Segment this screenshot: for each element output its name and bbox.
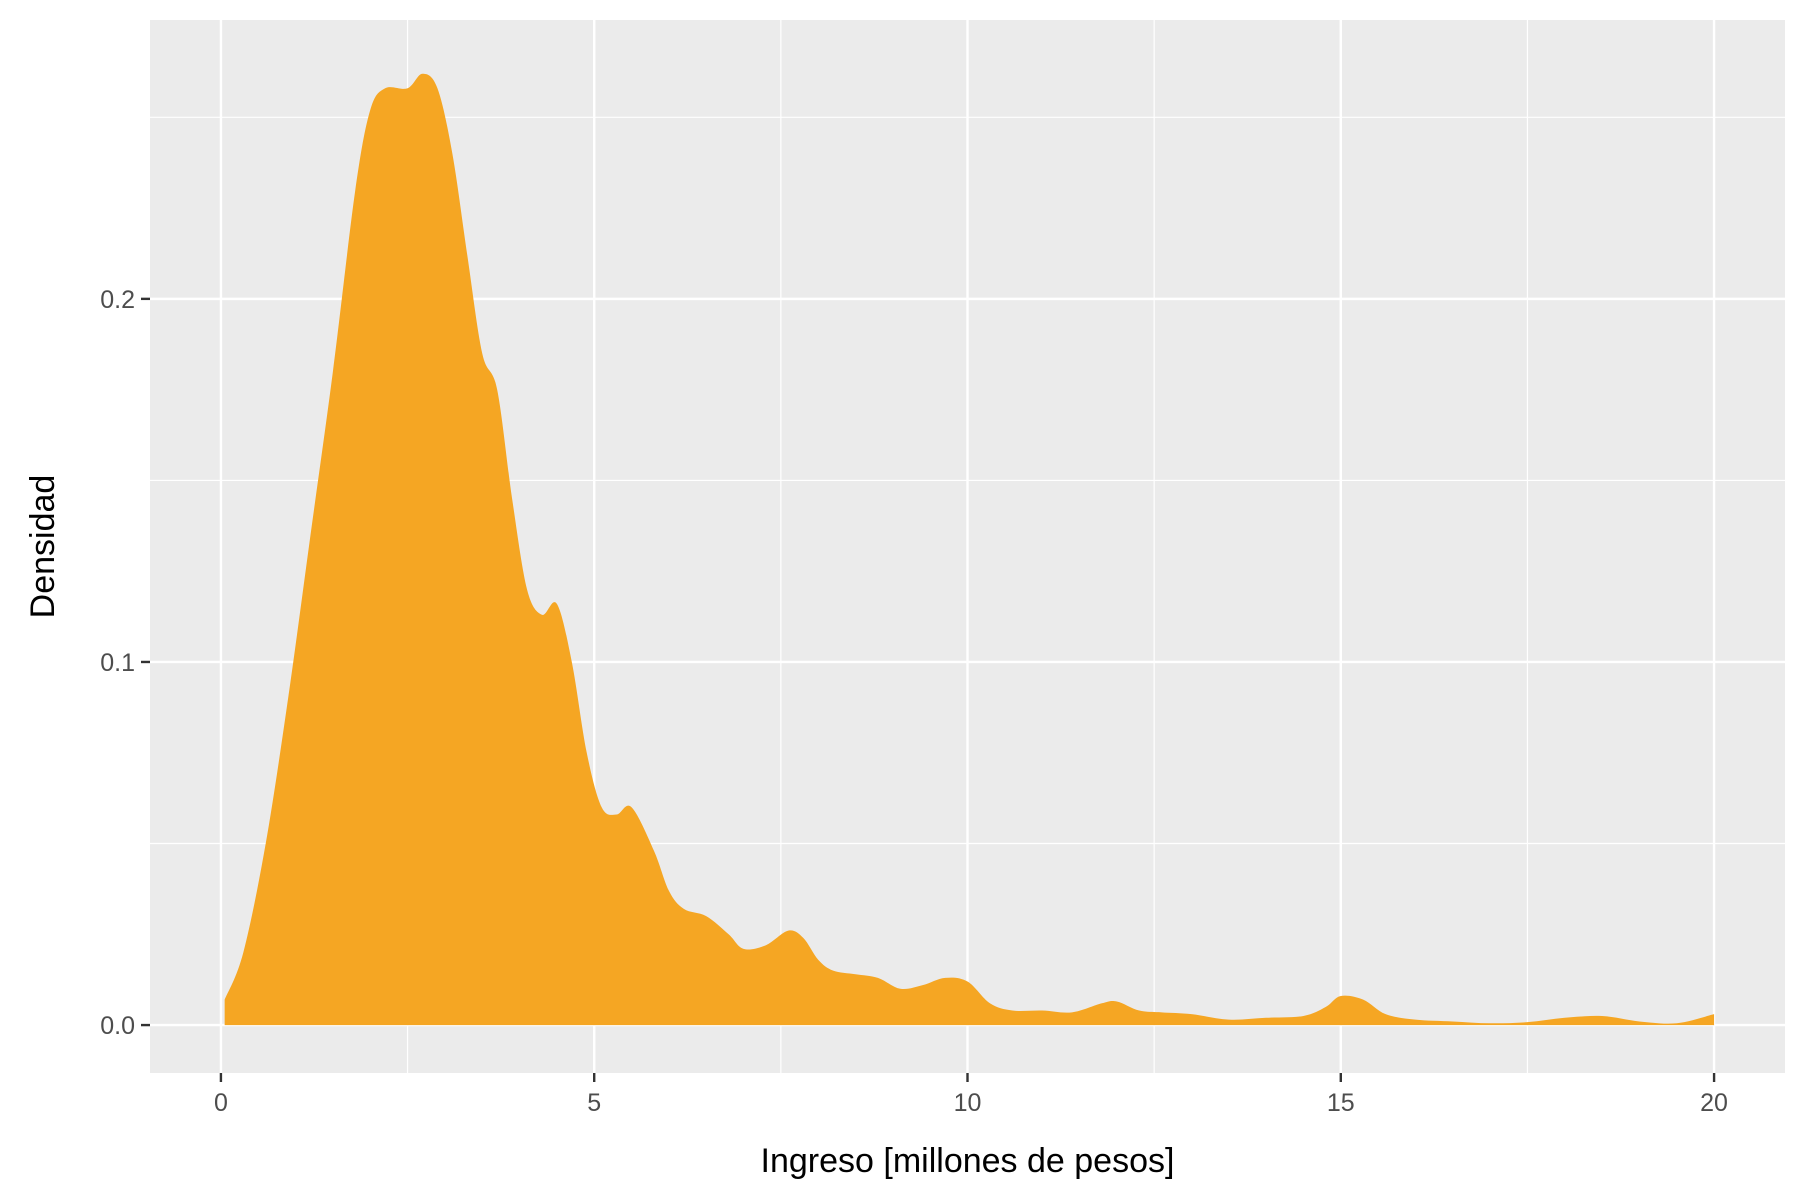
x-axis: 0 5 10 15 20 [214, 1073, 1728, 1117]
y-tick-label: 0.0 [100, 1012, 135, 1040]
y-axis: 0.0 0.1 0.2 [100, 286, 150, 1040]
density-area [224, 73, 1715, 1026]
y-axis-title: Densidad [24, 475, 62, 619]
x-tick-label: 15 [1327, 1089, 1355, 1117]
y-tick-label: 0.2 [100, 286, 135, 314]
y-tick-label: 0.1 [100, 649, 135, 677]
x-tick-label: 20 [1700, 1089, 1728, 1117]
x-tick-label: 5 [587, 1089, 601, 1117]
x-tick-label: 10 [954, 1089, 982, 1117]
x-axis-title: Ingreso [millones de pesos] [761, 1142, 1175, 1180]
x-tick-label: 0 [214, 1089, 228, 1117]
